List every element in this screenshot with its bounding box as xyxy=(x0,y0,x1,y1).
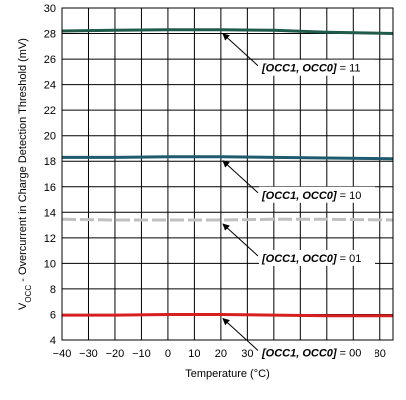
x-tick-label: 80 xyxy=(374,348,386,360)
y-tick-label: 8 xyxy=(50,284,56,296)
x-tick-label: 10 xyxy=(188,348,200,360)
annotation-label-bg xyxy=(259,249,375,266)
plot-frame xyxy=(61,7,394,341)
y-tick-label: 28 xyxy=(44,29,56,41)
y-tick-label: 4 xyxy=(50,335,56,347)
annotation-label: [OCC1, OCC0] = 00 xyxy=(261,347,361,359)
y-tick-label: 20 xyxy=(44,131,56,143)
tick-labels: −40−30−20−100102030405060708046810121416… xyxy=(44,3,386,360)
annotation-label-value: = 10 xyxy=(337,190,362,202)
annotation-label-bits: [OCC1, OCC0] xyxy=(261,347,337,359)
y-tick-label: 24 xyxy=(44,80,56,92)
x-tick-label: −40 xyxy=(53,348,72,360)
x-tick-label: −30 xyxy=(79,348,98,360)
annotation-arrow xyxy=(222,33,259,67)
y-tick-label: 26 xyxy=(44,54,56,66)
y-tick-label: 10 xyxy=(44,258,56,270)
series-line xyxy=(61,28,394,35)
x-tick-label: −20 xyxy=(106,348,125,360)
annotation-label-bits: [OCC1, OCC0] xyxy=(261,253,337,265)
x-tick-label: 30 xyxy=(241,348,253,360)
series-line xyxy=(62,313,393,318)
annotation-label: [OCC1, OCC0] = 01 xyxy=(261,253,361,265)
annotation-label-bits: [OCC1, OCC0] xyxy=(261,190,337,202)
annotations: [OCC1, OCC0] = 11[OCC1, OCC0] = 10[OCC1,… xyxy=(222,33,375,361)
x-tick-label: 20 xyxy=(215,348,227,360)
annotation-label-value: = 00 xyxy=(337,347,362,359)
annotation-label-bg xyxy=(259,59,375,76)
annotation-label-value: = 01 xyxy=(337,253,362,265)
y-tick-label: 12 xyxy=(44,233,56,245)
annotation-label-bg xyxy=(259,186,375,203)
annotation-arrow xyxy=(222,160,259,194)
annotation-label-bits: [OCC1, OCC0] xyxy=(261,63,337,75)
y-axis-title-prefix: V xyxy=(17,302,29,310)
x-tick-label: −10 xyxy=(132,348,151,360)
series-line xyxy=(61,217,394,222)
annotation-label: [OCC1, OCC0] = 10 xyxy=(261,190,361,202)
annotation-label-bg xyxy=(259,344,375,361)
annotation-arrow xyxy=(222,223,259,257)
annotation-label: [OCC1, OCC0] = 11 xyxy=(261,63,361,75)
y-tick-label: 6 xyxy=(50,309,56,321)
series-layer xyxy=(61,28,394,318)
y-tick-label: 30 xyxy=(44,3,56,15)
y-axis-title-subscript: OCC xyxy=(24,285,33,303)
annotation-arrow xyxy=(222,317,259,351)
y-tick-label: 14 xyxy=(44,207,56,219)
y-axis-title: VOCC - Overcurrent in Charge Detection T… xyxy=(17,38,33,310)
y-tick-label: 18 xyxy=(44,156,56,168)
y-axis-title-rest: - Overcurrent in Charge Detection Thresh… xyxy=(17,38,29,285)
x-axis-title: Temperature (°C) xyxy=(185,368,269,380)
series-line xyxy=(62,155,394,161)
y-tick-label: 22 xyxy=(44,105,56,117)
annotation-label-value: = 11 xyxy=(337,63,361,75)
y-tick-label: 16 xyxy=(44,182,56,194)
grid xyxy=(61,7,393,341)
x-tick-label: 0 xyxy=(165,348,171,360)
